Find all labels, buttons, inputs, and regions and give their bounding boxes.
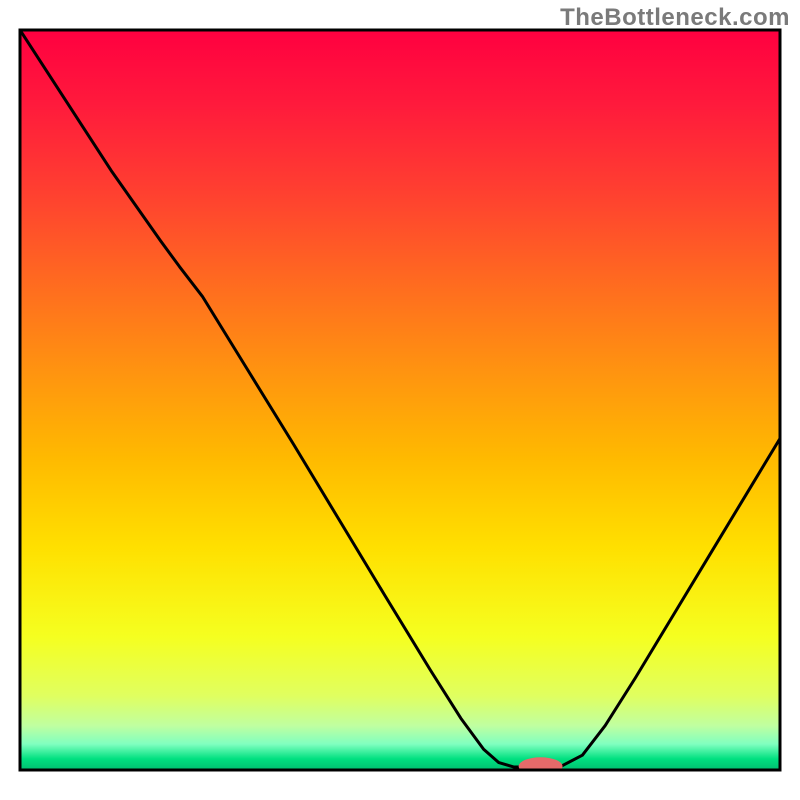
watermark-text: TheBottleneck.com [560, 4, 790, 32]
chart-container: { "watermark": { "text": "TheBottleneck.… [0, 0, 800, 800]
bottleneck-chart [0, 0, 800, 800]
gradient-background [20, 30, 780, 770]
optimal-point-marker [519, 757, 563, 775]
